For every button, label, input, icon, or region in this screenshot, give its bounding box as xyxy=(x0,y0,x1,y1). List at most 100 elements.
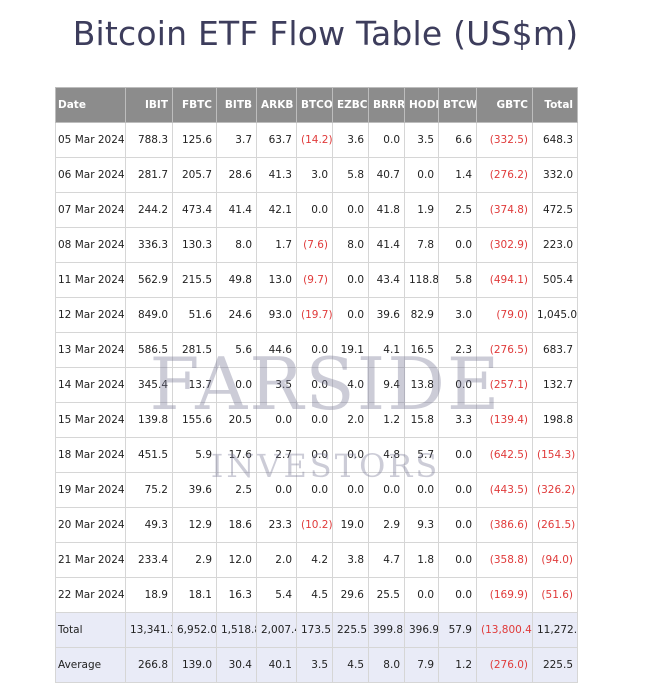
flow-value: 42.1 xyxy=(256,192,297,228)
row-label: 07 Mar 2024 xyxy=(55,192,126,228)
flow-value: 43.4 xyxy=(368,262,405,298)
flow-value: 472.5 xyxy=(532,192,578,228)
data-row: 20 Mar 2024 49.3 12.9 18.6 23.3 (10.2) 19.0 2.9… xyxy=(55,507,578,543)
flow-value: 19.1 xyxy=(332,332,369,368)
column-header: ARKB xyxy=(256,87,297,123)
flow-value: 3.5 xyxy=(404,122,439,158)
flow-value: 23.3 xyxy=(256,507,297,543)
flow-value: 7.9 xyxy=(404,647,439,683)
flow-value: 0.0 xyxy=(438,367,477,403)
flow-value: 0.0 xyxy=(438,542,477,578)
flow-value: (9.7) xyxy=(296,262,333,298)
flow-value: 2.5 xyxy=(216,472,257,508)
flow-value: (14.2) xyxy=(296,122,333,158)
flow-value: (257.1) xyxy=(476,367,533,403)
flow-value: 2.0 xyxy=(332,402,369,438)
flow-value: 451.5 xyxy=(125,437,173,473)
flow-value: 18.6 xyxy=(216,507,257,543)
flow-value: 3.0 xyxy=(296,157,333,193)
flow-value: 6,952.0 xyxy=(172,612,217,648)
flow-value: 2.3 xyxy=(438,332,477,368)
flow-value: 0.0 xyxy=(438,437,477,473)
flow-value: 0.0 xyxy=(404,157,439,193)
flow-value: 266.8 xyxy=(125,647,173,683)
flow-value: (79.0) xyxy=(476,297,533,333)
data-row: 14 Mar 2024 345.4 13.7 0.0 3.5 0.0 4.0 9.4 13.8 0… xyxy=(55,367,578,403)
flow-value: 0.0 xyxy=(438,227,477,263)
row-label: 19 Mar 2024 xyxy=(55,472,126,508)
flow-value: 57.9 xyxy=(438,612,477,648)
data-row: 11 Mar 2024 562.9 215.5 49.8 13.0 (9.7) 0.0 43.… xyxy=(55,262,578,298)
flow-value: 2,007.4 xyxy=(256,612,297,648)
flow-value: 2.7 xyxy=(256,437,297,473)
flow-value: 24.6 xyxy=(216,297,257,333)
flow-value: 4.8 xyxy=(368,437,405,473)
flow-value: 13.0 xyxy=(256,262,297,298)
flow-value: 1.8 xyxy=(404,542,439,578)
flow-value: (51.6) xyxy=(532,577,578,613)
column-header: GBTC xyxy=(476,87,533,123)
flow-value: 17.6 xyxy=(216,437,257,473)
flow-value: 118.8 xyxy=(404,262,439,298)
flow-value: 3.5 xyxy=(256,367,297,403)
flow-value: 49.3 xyxy=(125,507,173,543)
flow-value: 28.6 xyxy=(216,157,257,193)
flow-value: 4.5 xyxy=(332,647,369,683)
column-header: IBIT xyxy=(125,87,173,123)
flow-value: 788.3 xyxy=(125,122,173,158)
flow-value: 6.6 xyxy=(438,122,477,158)
flow-value: 15.8 xyxy=(404,402,439,438)
flow-value: (7.6) xyxy=(296,227,333,263)
flow-value: 9.4 xyxy=(368,367,405,403)
flow-value: (358.8) xyxy=(476,542,533,578)
flow-value: 281.5 xyxy=(172,332,217,368)
flow-value: 0.0 xyxy=(404,472,439,508)
flow-value: 648.3 xyxy=(532,122,578,158)
flow-value: 473.4 xyxy=(172,192,217,228)
flow-value: 4.1 xyxy=(368,332,405,368)
flow-value: 0.0 xyxy=(404,577,439,613)
flow-value: 5.7 xyxy=(404,437,439,473)
flow-value: 8.0 xyxy=(368,647,405,683)
flow-value: 40.1 xyxy=(256,647,297,683)
flow-value: 198.8 xyxy=(532,402,578,438)
header-row: DateIBITFBTCBITBARKBBTCOEZBCBRRRHODLBTCW… xyxy=(55,87,578,123)
column-header: BTCW xyxy=(438,87,477,123)
flow-value: 130.3 xyxy=(172,227,217,263)
flow-value: 0.0 xyxy=(296,332,333,368)
flow-value: 0.0 xyxy=(332,192,369,228)
row-label: 20 Mar 2024 xyxy=(55,507,126,543)
flow-value: 8.0 xyxy=(216,227,257,263)
row-label: 21 Mar 2024 xyxy=(55,542,126,578)
row-label: 08 Mar 2024 xyxy=(55,227,126,263)
data-row: 22 Mar 2024 18.9 18.1 16.3 5.4 4.5 29.6 25.5 0.0… xyxy=(55,577,578,613)
table-body: 05 Mar 2024 788.3 125.6 3.7 63.7 (14.2) 3.6 0.0… xyxy=(55,122,578,683)
flow-value: 586.5 xyxy=(125,332,173,368)
flow-value: 41.4 xyxy=(368,227,405,263)
flow-value: 399.8 xyxy=(368,612,405,648)
flow-value: 225.5 xyxy=(332,612,369,648)
flow-value: 49.8 xyxy=(216,262,257,298)
flow-value: 5.6 xyxy=(216,332,257,368)
flow-value: 7.8 xyxy=(404,227,439,263)
flow-value: (94.0) xyxy=(532,542,578,578)
flow-value: 13,341.3 xyxy=(125,612,173,648)
flow-value: 396.9 xyxy=(404,612,439,648)
flow-value: 3.3 xyxy=(438,402,477,438)
column-header: Total xyxy=(532,87,578,123)
data-row: 06 Mar 2024 281.7 205.7 28.6 41.3 3.0 5.8 40.7 0… xyxy=(55,157,578,193)
column-header: BRRR xyxy=(368,87,405,123)
row-label: 15 Mar 2024 xyxy=(55,402,126,438)
flow-value: 562.9 xyxy=(125,262,173,298)
flow-value: 1.7 xyxy=(256,227,297,263)
flow-value: 125.6 xyxy=(172,122,217,158)
flow-value: (332.5) xyxy=(476,122,533,158)
flow-value: 225.5 xyxy=(532,647,578,683)
row-label: 11 Mar 2024 xyxy=(55,262,126,298)
flow-value: 0.0 xyxy=(296,192,333,228)
flow-value: 505.4 xyxy=(532,262,578,298)
flow-value: 281.7 xyxy=(125,157,173,193)
data-row: 21 Mar 2024 233.4 2.9 12.0 2.0 4.2 3.8 4.7 1.8 0.… xyxy=(55,542,578,578)
